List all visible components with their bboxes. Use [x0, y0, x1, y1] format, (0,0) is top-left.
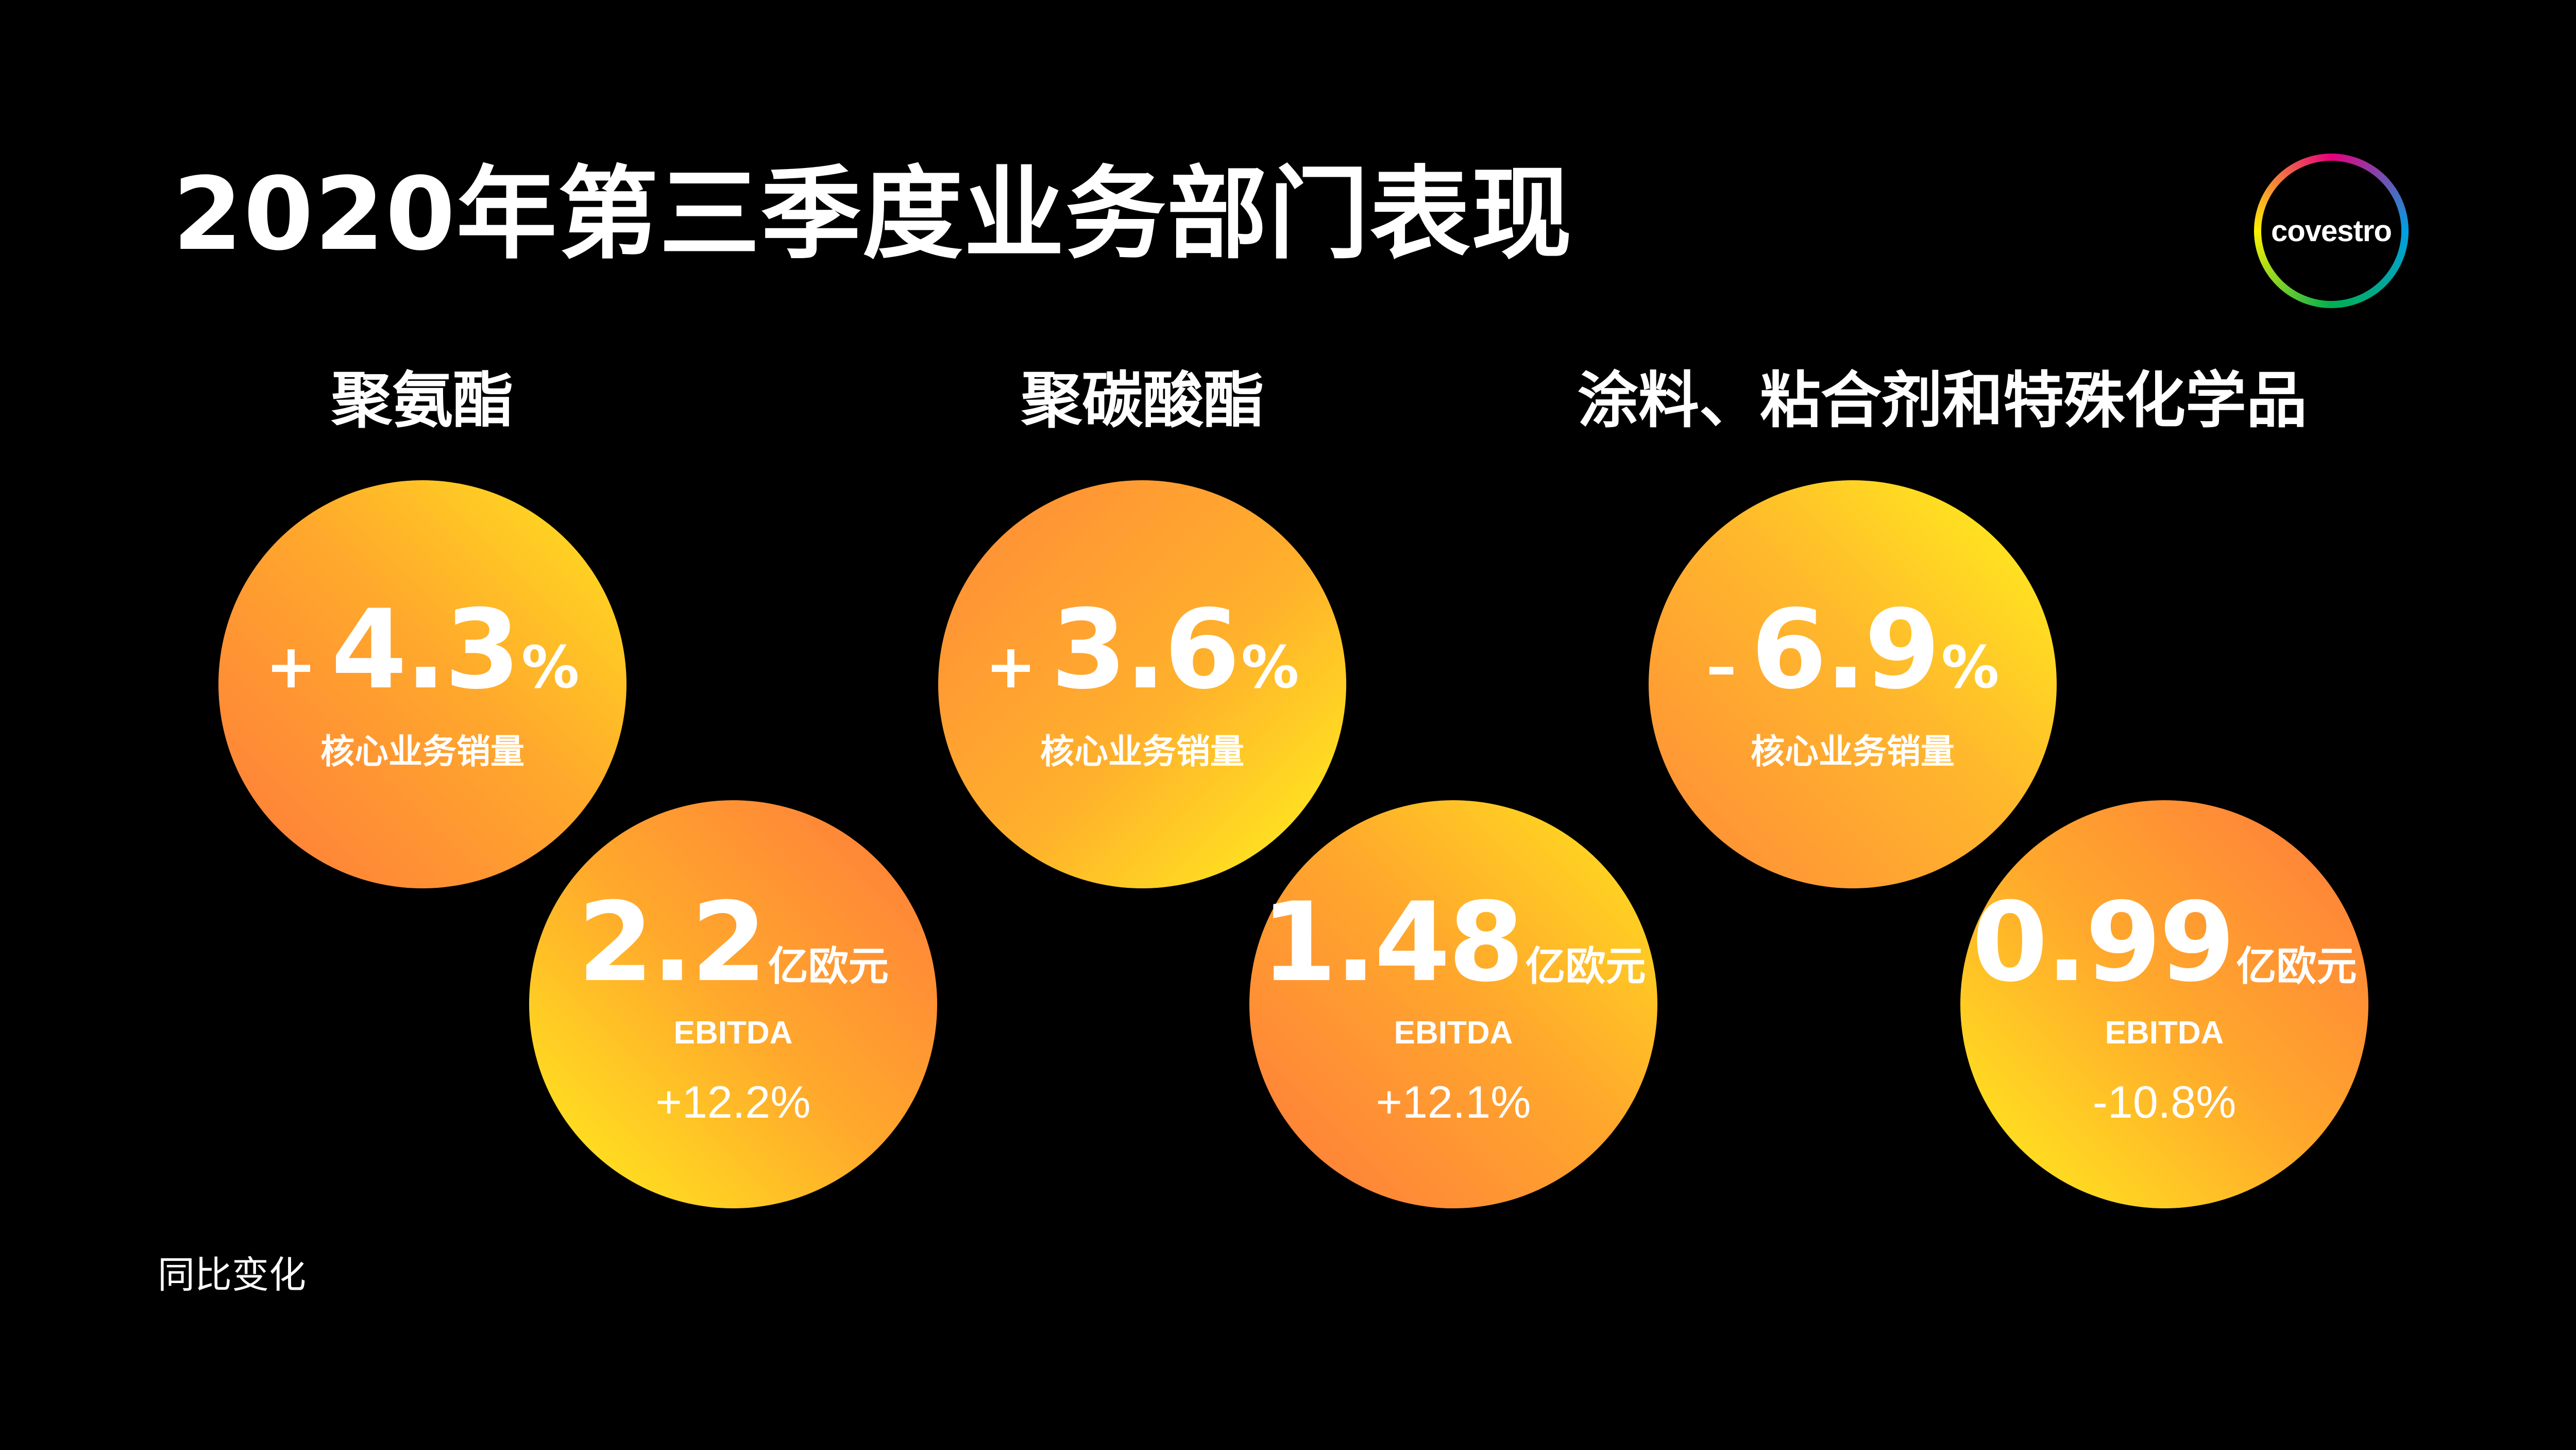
- segment-title-polycarbonates: 聚碳酸酯: [1021, 365, 1264, 436]
- ebitda-label: EBITDA: [673, 1015, 793, 1051]
- sales-label: 核心业务销量: [320, 732, 524, 771]
- segment-title-polyurethanes: 聚氨酯: [331, 365, 514, 436]
- sales-value: 3.6: [1050, 586, 1241, 713]
- sales-unit: %: [1241, 634, 1299, 701]
- ebitda-circle-coatings: 0.99 亿欧元 EBITDA -10.8%: [1960, 800, 2368, 1208]
- ebitda-value-row: 0.99 亿欧元: [1972, 888, 2357, 997]
- sales-value-row: + 4.3 %: [266, 595, 580, 704]
- ebitda-change: -10.8%: [2092, 1076, 2236, 1127]
- ebitda-label: EBITDA: [1394, 1015, 1513, 1051]
- ebitda-circle-polycarbonates: 1.48 亿欧元 EBITDA +12.1%: [1249, 800, 1657, 1208]
- ebitda-change: +12.1%: [1376, 1076, 1531, 1127]
- ebitda-unit: 亿欧元: [2236, 943, 2357, 990]
- ebitda-value-row: 2.2 亿欧元: [578, 888, 889, 997]
- sales-label: 核心业务销量: [1751, 732, 1955, 771]
- page-title: 2020年第三季度业务部门表现: [173, 156, 1573, 273]
- ebitda-value-row: 1.48 亿欧元: [1261, 888, 1646, 997]
- sales-circle-polyurethanes: + 4.3 % 核心业务销量: [218, 480, 626, 888]
- sales-circle-polycarbonates: + 3.6 % 核心业务销量: [938, 480, 1346, 888]
- ebitda-change: +12.2%: [655, 1076, 811, 1127]
- sales-unit: %: [521, 634, 580, 701]
- sales-value: 6.9: [1751, 586, 1941, 713]
- sales-sign: –: [1706, 631, 1737, 702]
- ebitda-value: 1.48: [1261, 879, 1524, 1006]
- ebitda-label: EBITDA: [2105, 1015, 2224, 1051]
- ebitda-circle-polyurethanes: 2.2 亿欧元 EBITDA +12.2%: [529, 800, 937, 1208]
- covestro-logo: covestro: [2254, 154, 2409, 308]
- ebitda-value: 2.2: [578, 879, 767, 1006]
- sales-unit: %: [1941, 634, 1999, 701]
- sales-circle-coatings: – 6.9 % 核心业务销量: [1649, 480, 2057, 888]
- logo-inner: covestro: [2261, 161, 2401, 301]
- sales-sign: +: [265, 631, 317, 702]
- sales-value-row: – 6.9 %: [1706, 595, 1999, 704]
- logo-text: covestro: [2271, 214, 2392, 248]
- sales-value: 4.3: [331, 586, 521, 713]
- segment-title-coatings-adhesives-specialties: 涂料、粘合剂和特殊化学品: [1577, 365, 2307, 436]
- sales-sign: +: [985, 631, 1037, 702]
- ebitda-value: 0.99: [1972, 879, 2235, 1006]
- sales-label: 核心业务销量: [1040, 732, 1244, 771]
- ebitda-unit: 亿欧元: [768, 943, 889, 990]
- ebitda-unit: 亿欧元: [1525, 943, 1646, 990]
- sales-value-row: + 3.6 %: [986, 595, 1299, 704]
- footnote: 同比变化: [158, 1253, 307, 1296]
